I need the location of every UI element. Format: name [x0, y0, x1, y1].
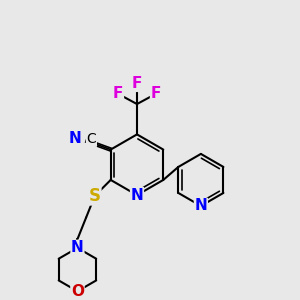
Text: F: F — [132, 76, 142, 91]
Text: S: S — [89, 187, 101, 205]
Text: O: O — [71, 284, 84, 299]
Text: N: N — [194, 199, 207, 214]
Text: N: N — [130, 188, 143, 202]
Text: C: C — [87, 132, 96, 146]
Text: N: N — [69, 131, 82, 146]
Text: N: N — [71, 240, 84, 255]
Text: F: F — [113, 86, 123, 101]
Text: F: F — [151, 86, 161, 101]
